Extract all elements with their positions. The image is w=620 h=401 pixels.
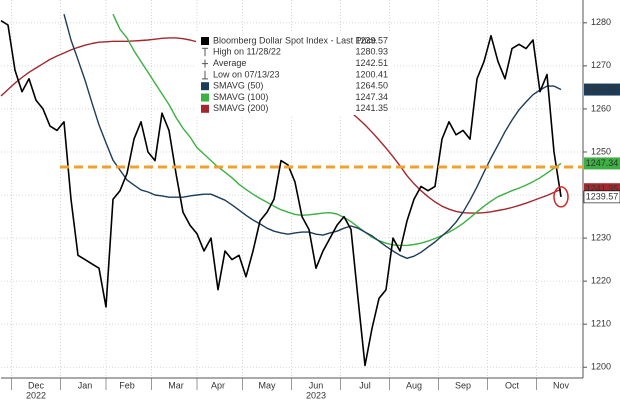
- series-line: [112, 13, 562, 247]
- legend-value: 1264.50: [355, 81, 388, 91]
- value-tag: [584, 83, 620, 96]
- x-tick-label: Aug: [406, 380, 422, 390]
- value-tag: [583, 190, 620, 204]
- legend-swatch: [201, 82, 209, 91]
- legend-label: Average: [213, 58, 246, 68]
- x-tick-label: Dec: [28, 380, 45, 390]
- x-tick-label: Sep: [455, 380, 471, 390]
- value-tag: [584, 157, 620, 170]
- y-tick-label: 1260: [591, 103, 611, 113]
- x-tick-label: Mar: [168, 380, 184, 390]
- legend-value: 1247.34: [355, 92, 388, 102]
- legend-label: SMAVG (200): [213, 103, 268, 113]
- legend-swatch: [201, 93, 209, 102]
- value-tag-label: 1241.35: [586, 184, 619, 194]
- x-year-label: 2023: [306, 390, 326, 400]
- value-tag-label: 1247.34: [586, 158, 619, 168]
- legend: Bloomberg Dollar Spot Index - Last Price…: [196, 31, 392, 115]
- value-tag-label: 1239.57: [586, 191, 619, 201]
- x-tick-label: Nov: [553, 380, 570, 390]
- series-line: [63, 14, 562, 259]
- highlight-circle: [553, 186, 569, 208]
- legend-swatch: [201, 104, 209, 113]
- legend-box: [196, 31, 392, 115]
- x-tick-label: Feb: [119, 380, 135, 390]
- y-tick-label: 1210: [591, 319, 611, 329]
- x-tick-label: Oct: [505, 380, 520, 390]
- legend-label: Bloomberg Dollar Spot Index - Last Price: [213, 35, 376, 45]
- legend-label: SMAVG (50): [213, 81, 263, 91]
- value-tag-label: 1264.50: [586, 84, 619, 94]
- y-tick-label: 1200: [591, 362, 611, 372]
- legend-value: 1280.93: [355, 47, 388, 57]
- y-tick-label: 1230: [591, 232, 611, 242]
- series-line: [0, 20, 562, 367]
- y-tick-label: 1270: [591, 60, 611, 70]
- legend-label: SMAVG (100): [213, 92, 268, 102]
- legend-value: 1239.57: [355, 35, 388, 45]
- legend-swatch: [201, 37, 209, 45]
- x-tick-label: Apr: [211, 380, 225, 390]
- y-tick-label: 1280: [591, 17, 611, 27]
- legend-label: Low on 07/13/23: [213, 69, 280, 79]
- x-tick-label: May: [258, 380, 276, 390]
- y-tick-label: 1220: [591, 276, 611, 286]
- x-tick-label: Jan: [78, 380, 93, 390]
- legend-value: 1242.51: [355, 58, 388, 68]
- y-tick-label: 1250: [591, 146, 611, 156]
- legend-value: 1241.35: [355, 103, 388, 113]
- x-year-label: 2022: [26, 390, 46, 400]
- x-tick-label: Jun: [309, 380, 324, 390]
- legend-value: 1200.41: [355, 69, 388, 79]
- legend-label: High on 11/28/22: [213, 47, 281, 57]
- x-tick-label: Jul: [359, 380, 371, 390]
